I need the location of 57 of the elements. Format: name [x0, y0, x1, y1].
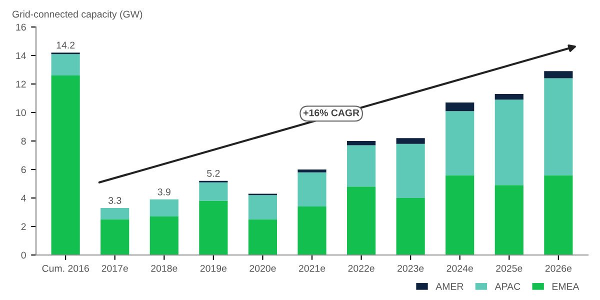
bar — [346, 141, 376, 146]
x-tick-label: 2023e — [398, 264, 424, 272]
bar — [150, 199, 178, 217]
bar — [494, 100, 524, 186]
bar — [199, 200, 228, 255]
y-tick-label: 4 — [21, 194, 26, 202]
total-label: 5.2 — [207, 170, 220, 177]
bar — [396, 144, 425, 198]
bar — [396, 138, 425, 144]
x-tick-label: 2024e — [446, 264, 473, 272]
bar — [51, 75, 80, 255]
bar — [446, 175, 474, 255]
x-tick-label: 2018e — [151, 264, 178, 272]
bar — [298, 172, 326, 207]
bar — [346, 145, 376, 187]
bar — [494, 185, 524, 255]
y-tick-label: 8 — [21, 138, 26, 145]
bar — [446, 111, 474, 176]
bar — [544, 175, 573, 255]
y-tick-label: 6 — [21, 166, 26, 174]
bar — [446, 102, 474, 112]
y-tick-label: 0 — [21, 252, 26, 259]
y-tick-label: 12 — [16, 80, 26, 88]
total-label: 14.2 — [56, 42, 75, 48]
bar — [544, 71, 573, 78]
total-label: 3.9 — [158, 188, 170, 196]
x-tick-label: 2022e — [348, 264, 374, 272]
y-axis-title: Grid-connected capacity (GW) — [12, 10, 142, 20]
bar — [100, 208, 130, 220]
bar — [494, 94, 524, 100]
x-tick-label: 2025e — [496, 264, 522, 272]
y-tick-label: 10 — [16, 109, 26, 116]
bar — [298, 170, 326, 172]
legend-label: APAC — [494, 283, 520, 290]
bar — [100, 219, 130, 255]
bar — [346, 186, 376, 255]
y-tick-label: 2 — [21, 223, 26, 230]
bar — [51, 54, 80, 76]
x-tick-label: 2019e — [200, 264, 227, 272]
bar — [544, 78, 573, 176]
x-tick-label: Cum. 2016 — [42, 264, 89, 272]
bar — [298, 206, 326, 255]
x-tick-label: 2021e — [298, 264, 326, 272]
bar — [396, 198, 425, 255]
x-tick-label: 2017e — [102, 264, 128, 272]
legend-label: AMER — [436, 283, 464, 290]
bar — [199, 182, 228, 201]
x-tick-label: 2020e — [250, 264, 276, 272]
bar — [150, 216, 178, 255]
y-tick-label: 14 — [16, 52, 26, 60]
bar — [248, 195, 278, 220]
legend-label: EMEA — [552, 283, 580, 290]
x-tick-label: 2026e — [545, 264, 572, 272]
total-label: 3.3 — [108, 197, 122, 204]
bar — [248, 219, 278, 255]
y-tick-label: 16 — [16, 24, 26, 31]
annotation: +16% CAGR — [303, 109, 360, 116]
